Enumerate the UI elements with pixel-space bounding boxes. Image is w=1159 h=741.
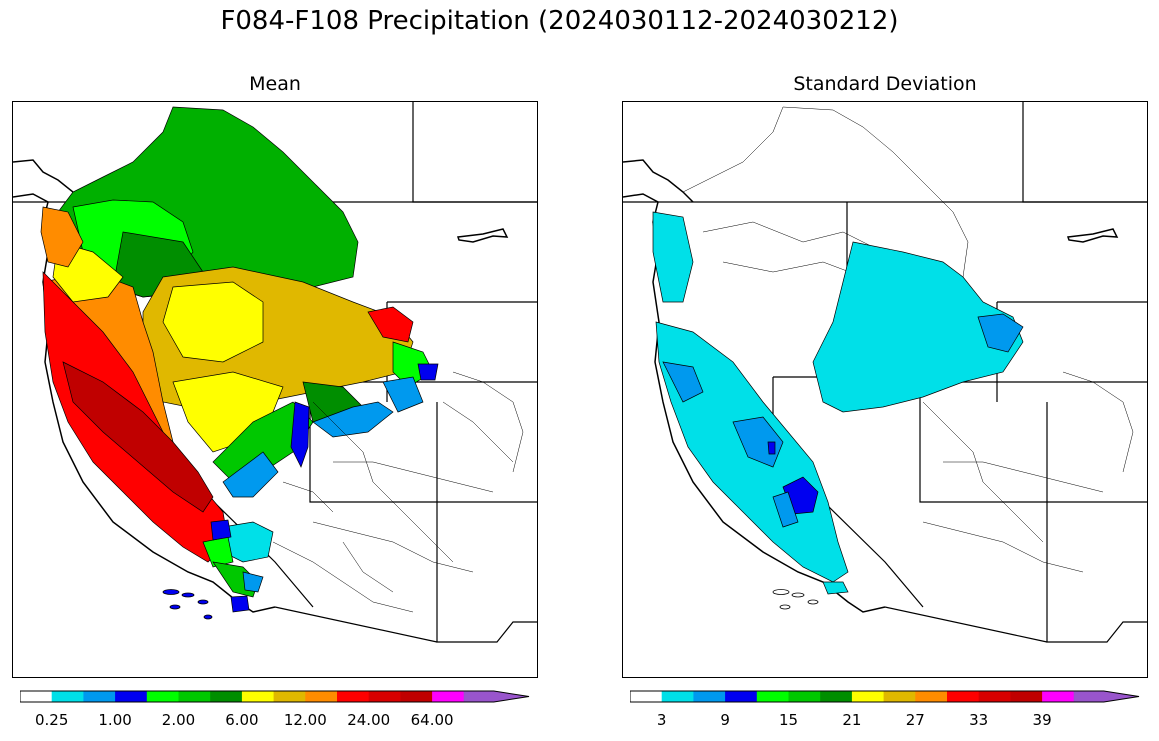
colorbar-tick-label: 2.00 <box>161 711 196 729</box>
colorbar-swatch <box>851 691 885 702</box>
colorbar-swatch <box>1042 691 1075 702</box>
colorbar-tick-label: 33 <box>969 711 989 729</box>
colorbar-swatch <box>368 691 401 702</box>
colorbar-swatch <box>947 691 980 702</box>
colorbar-tick-label: 1.00 <box>98 711 132 729</box>
channel-islands <box>772 589 819 610</box>
mean-panel-title: Mean <box>249 73 301 95</box>
colorbar-tick-label: 64.00 <box>410 711 454 729</box>
colorbar-swatch <box>1010 691 1043 702</box>
colorbar-arrow <box>1073 691 1139 702</box>
colorbar-tick-label: 0.25 <box>34 711 69 729</box>
stddev-colorbar <box>629 689 1140 705</box>
colorbar-swatch <box>400 691 433 702</box>
colorbar-tick-label: 27 <box>905 711 925 729</box>
colorbar-swatch <box>883 691 916 702</box>
colorbar-swatch <box>241 691 275 702</box>
colorbar-swatch <box>756 691 789 702</box>
colorbar-tick-label: 9 <box>720 711 730 729</box>
stddev-colorbar-ticks: 3 9 15 21 27 33 39 <box>630 711 1140 733</box>
colorbar-swatch <box>51 691 84 702</box>
colorbar-tick-label: 15 <box>778 711 799 729</box>
colorbar-swatch <box>273 691 306 702</box>
watershed-boundaries <box>682 106 1134 573</box>
colorbar-outline <box>629 690 1140 703</box>
colorbar-tick-label: 3 <box>656 711 667 729</box>
mean-map-panel <box>12 101 538 678</box>
colorbar-swatch <box>630 691 663 702</box>
colorbar-swatch <box>978 691 1011 702</box>
colorbar-swatch <box>432 691 465 702</box>
colorbar-outline <box>19 690 530 703</box>
stddev-map <box>623 102 1147 643</box>
colorbar-swatch <box>20 691 53 702</box>
mean-colorbar <box>19 689 530 705</box>
colorbar-swatch <box>725 691 758 702</box>
mean-map <box>13 102 537 643</box>
colorbar-swatch <box>83 691 116 702</box>
colorbar-swatch <box>178 691 211 702</box>
colorbar-tick-label: 12.00 <box>283 711 327 729</box>
colorbar-swatch <box>693 691 726 702</box>
colorbar-tick-label: 24.00 <box>347 711 391 729</box>
mean-precip-field <box>40 106 439 613</box>
watershed-boundaries <box>272 371 524 613</box>
colorbar-swatch <box>788 691 821 702</box>
colorbar-swatch <box>305 691 338 702</box>
mean-colorbar-ticks: 0.25 1.00 2.00 6.00 12.00 24.00 64.00 <box>20 711 530 733</box>
colorbar-tick-label: 6.00 <box>225 711 259 729</box>
colorbar-swatch <box>661 691 694 702</box>
stddev-colorbar-svg <box>629 690 1140 703</box>
figure-title: F084-F108 Precipitation (2024030112-2024… <box>220 6 899 36</box>
colorbar-swatch <box>820 691 853 702</box>
colorbar-swatch <box>915 691 948 702</box>
colorbar-tick-label: 21 <box>842 711 862 729</box>
colorbar-tick-label: 39 <box>1032 711 1052 729</box>
channel-islands <box>162 589 213 620</box>
colorbar-arrow <box>463 691 529 702</box>
colorbar-swatch <box>210 691 243 702</box>
stddev-panel-title: Standard Deviation <box>793 73 977 95</box>
colorbar-swatch <box>115 691 148 702</box>
mean-colorbar-svg <box>19 690 530 703</box>
stddev-precip-field <box>652 211 1024 595</box>
colorbar-swatch <box>337 691 370 702</box>
colorbar-swatch <box>146 691 179 702</box>
state-boundaries <box>623 102 1147 643</box>
stddev-map-panel <box>622 101 1148 678</box>
